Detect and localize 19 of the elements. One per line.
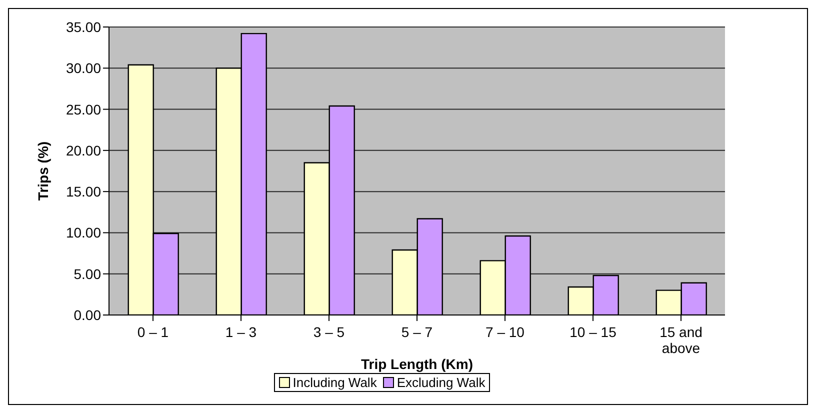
y-tick-label: 25.00 <box>66 101 102 118</box>
legend-label: Excluding Walk <box>396 375 486 390</box>
x-tick-label: 1 – 3 <box>225 324 257 340</box>
y-tick-label: 20.00 <box>66 142 102 158</box>
y-axis-title: Trips (%) <box>34 141 51 201</box>
legend-label: Including Walk <box>292 375 377 390</box>
x-tick-label: 0 – 1 <box>137 324 169 340</box>
x-tick-label: 5 – 7 <box>401 324 433 340</box>
y-tick-label: 0.00 <box>74 306 102 323</box>
x-tick-label: 10 – 15 <box>570 324 617 340</box>
y-tick-label: 30.00 <box>66 60 102 76</box>
x-axis-title: Trip Length (Km) <box>361 356 473 372</box>
y-tick-label: 15.00 <box>66 184 102 200</box>
y-tick-label: 5.00 <box>74 266 102 282</box>
y-tick-label: 35.00 <box>66 18 102 35</box>
x-tick-label: 7 – 10 <box>486 324 525 340</box>
x-tick-label: 15 and above <box>660 324 702 356</box>
x-tick-label: 3 – 5 <box>313 324 345 340</box>
y-tick-label: 10.00 <box>66 224 102 241</box>
